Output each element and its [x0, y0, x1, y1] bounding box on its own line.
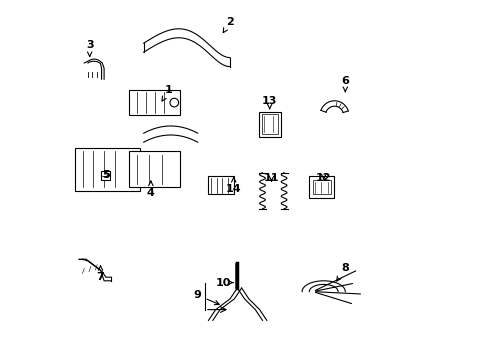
Text: 11: 11 — [263, 173, 279, 183]
Bar — [129, 151, 179, 187]
Text: 2: 2 — [223, 17, 233, 33]
Polygon shape — [143, 126, 197, 142]
Text: 12: 12 — [315, 173, 331, 183]
Polygon shape — [84, 59, 104, 360]
Polygon shape — [143, 29, 230, 67]
Bar — [129, 90, 179, 115]
Bar — [312, 180, 330, 194]
Bar — [75, 148, 140, 191]
Text: 5: 5 — [102, 170, 110, 180]
Text: 7: 7 — [97, 266, 104, 282]
Text: 4: 4 — [147, 181, 155, 198]
Polygon shape — [320, 101, 347, 113]
Text: 8: 8 — [336, 263, 348, 281]
Bar — [309, 176, 334, 198]
Bar — [208, 176, 233, 194]
Bar — [261, 114, 277, 134]
Text: 3: 3 — [86, 40, 93, 57]
Text: 10: 10 — [215, 278, 233, 288]
Polygon shape — [79, 259, 111, 281]
Bar — [258, 112, 280, 137]
Bar — [101, 171, 109, 180]
Text: 1: 1 — [162, 85, 172, 101]
Circle shape — [170, 98, 178, 107]
Text: 13: 13 — [262, 96, 277, 109]
Text: 9: 9 — [193, 290, 219, 305]
Text: 14: 14 — [225, 177, 241, 194]
Text: 6: 6 — [341, 76, 348, 92]
